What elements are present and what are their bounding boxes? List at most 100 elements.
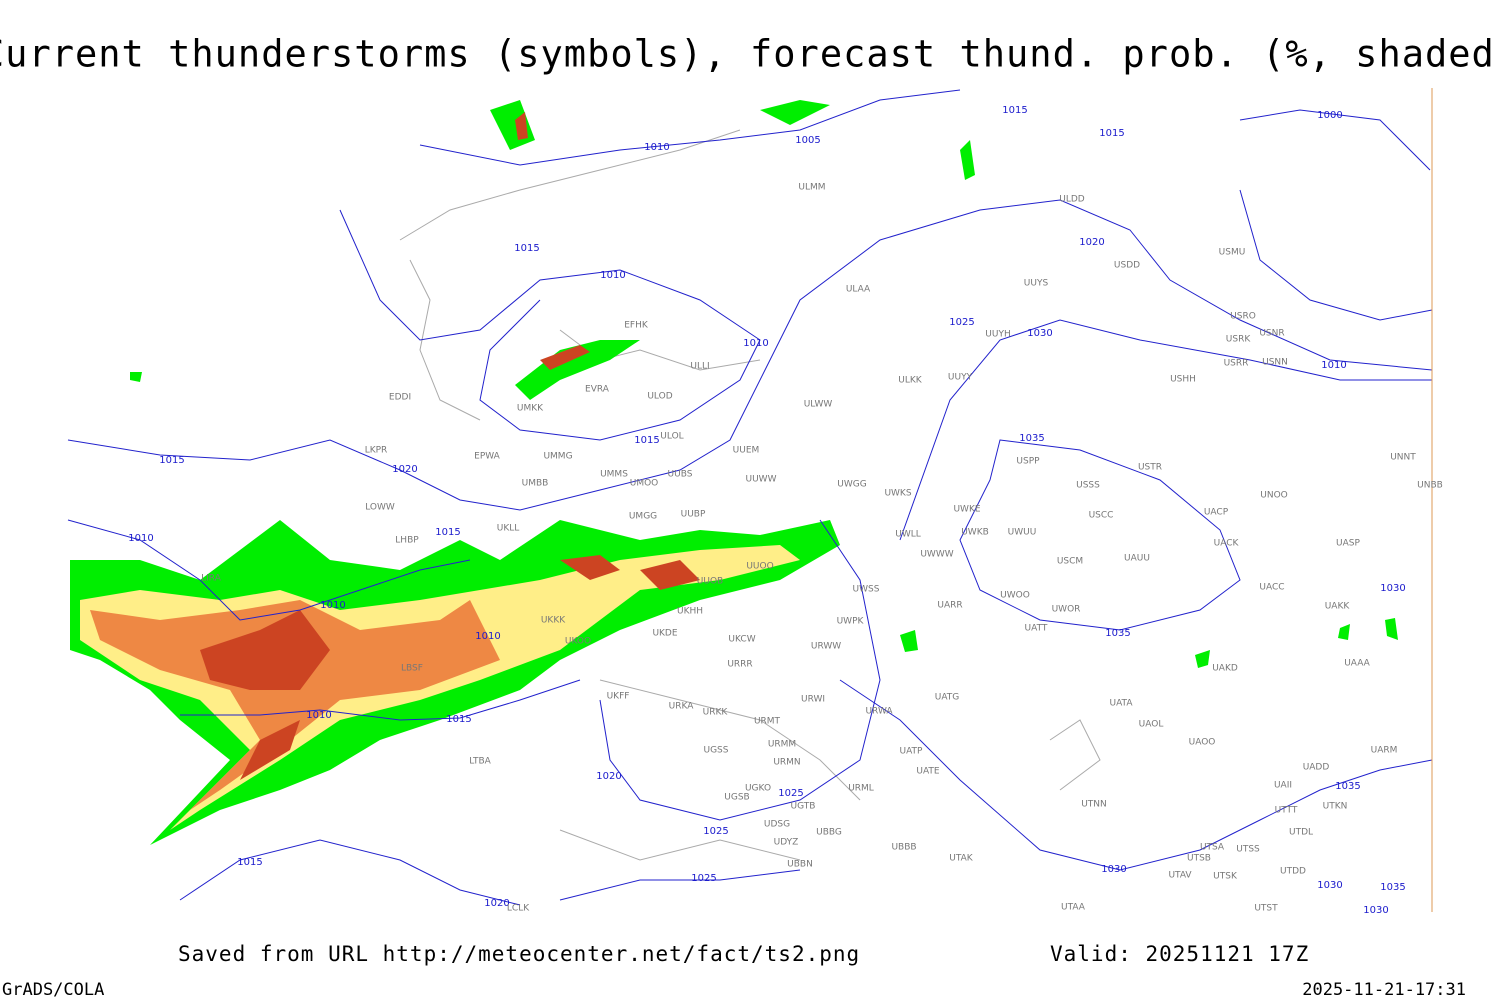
station-label: UTKN [1323, 802, 1348, 812]
station-label: UUYS [1024, 279, 1049, 289]
isobar-label: 1020 [1079, 237, 1104, 248]
isobars [67, 89, 1433, 906]
isobar-label: 1020 [596, 771, 621, 782]
isobar-label: 1010 [1321, 360, 1346, 371]
station-label: LOWW [365, 503, 395, 513]
station-label: URWI [801, 695, 825, 705]
station-label: URKA [669, 702, 695, 712]
station-label: UAUU [1124, 554, 1150, 564]
isobar-label: 1035 [1105, 628, 1130, 639]
isobar-label: 1030 [1363, 905, 1388, 916]
station-label: UWKE [953, 505, 980, 515]
station-label: UUYY [948, 373, 973, 383]
station-label: URML [848, 784, 874, 794]
station-label: UAAA [1344, 659, 1370, 669]
station-label: LKPR [365, 446, 388, 456]
station-label: UNBB [1417, 481, 1443, 491]
isobar-label: 1030 [1380, 583, 1405, 594]
station-label: USRK [1226, 335, 1252, 345]
station-label: UKFF [607, 692, 630, 702]
station-label: UGSB [724, 793, 749, 803]
station-label: UTAV [1168, 871, 1192, 881]
station-label: UARM [1371, 746, 1398, 756]
station-label: UWWW [920, 550, 953, 560]
isobar-label: 1015 [1099, 128, 1124, 139]
isobar-line [899, 319, 1432, 541]
isobar-line [1239, 109, 1433, 321]
station-label: UKDE [652, 629, 677, 639]
isobar-label: 1000 [1317, 110, 1342, 121]
station-label: UDYZ [774, 838, 799, 848]
station-label: UTAA [1061, 903, 1086, 913]
isobar-label: 1015 [446, 714, 471, 725]
station-label: URMT [754, 717, 781, 727]
station-label: USRO [1230, 312, 1256, 322]
station-label: ULOL [660, 432, 683, 442]
station-label: UMKK [517, 404, 544, 414]
station-label: UATT [1025, 624, 1048, 634]
isobar-label: 1025 [949, 317, 974, 328]
station-label: UMMS [600, 470, 628, 480]
map-labels: 1015 1015 1000 1010 1005 1015 1010 1020 1025 1030… [128, 105, 1443, 916]
station-label: UTDD [1280, 867, 1306, 877]
station-label: UWGG [837, 480, 866, 490]
station-label: UAII [1274, 781, 1292, 791]
station-label: UACK [1214, 539, 1240, 549]
station-label: UASP [1336, 539, 1360, 549]
isobar-label: 1015 [237, 857, 262, 868]
isobar-label: 1010 [743, 338, 768, 349]
isobar-label: 1025 [691, 873, 716, 884]
station-label: URKK [703, 708, 729, 718]
station-label: LBSF [401, 664, 423, 674]
isobar-line [67, 199, 1433, 511]
isobar-label: 1025 [703, 826, 728, 837]
isobar-label: 1015 [1002, 105, 1027, 116]
station-label: UWKB [961, 528, 989, 538]
isobar-line [67, 519, 581, 721]
isobar-label: 1010 [600, 270, 625, 281]
station-label: USRR [1224, 359, 1249, 369]
station-label: LCLK [507, 904, 530, 914]
station-label: EDDI [389, 393, 411, 403]
isobar-label: 1010 [306, 710, 331, 721]
station-label: UTSS [1236, 845, 1260, 855]
station-label: USCM [1057, 557, 1083, 567]
station-label: UUBS [668, 470, 693, 480]
coastline [169, 129, 1101, 861]
station-label: UGSS [704, 746, 729, 756]
station-label: USNR [1259, 329, 1284, 339]
station-label: UKKK [541, 616, 566, 626]
station-label: ULOD [647, 392, 672, 402]
station-label: URRR [727, 660, 752, 670]
valid-time: Valid: 20251121 17Z [1050, 942, 1309, 966]
station-label: UWOO [1000, 591, 1030, 601]
station-label: UTDL [1289, 828, 1313, 838]
station-label: UADD [1303, 763, 1330, 773]
station-label: UMBB [522, 479, 549, 489]
isobar-label: 1010 [128, 533, 153, 544]
isobar-label: 1035 [1335, 781, 1360, 792]
station-label: ULDD [1059, 195, 1085, 205]
station-label: UBBN [787, 860, 813, 870]
map-area: 1015 1015 1000 1010 1005 1015 1010 1020 1025 1030… [67, 88, 1443, 916]
station-label: UWSS [853, 585, 880, 595]
station-label: UKHH [677, 607, 703, 617]
station-label: ULAA [846, 285, 871, 295]
isobar-label: 1010 [644, 142, 669, 153]
station-label: LTBA [469, 757, 491, 767]
station-label: UATP [900, 747, 924, 757]
isobar-label: 1015 [634, 435, 659, 446]
station-label: UUWW [746, 475, 777, 485]
isobar-label: 1035 [1019, 433, 1044, 444]
station-label: UAOO [1189, 738, 1216, 748]
station-label: EVRA [585, 385, 610, 395]
station-label: UWPK [837, 617, 865, 627]
isobar-label: 1010 [475, 631, 500, 642]
station-label: UUEM [733, 446, 760, 456]
station-label: UBBG [816, 828, 842, 838]
station-label: UWKS [884, 489, 911, 499]
isobar-label: 1035 [1380, 882, 1405, 893]
station-label: UMOO [630, 479, 659, 489]
station-label: UARR [937, 601, 962, 611]
